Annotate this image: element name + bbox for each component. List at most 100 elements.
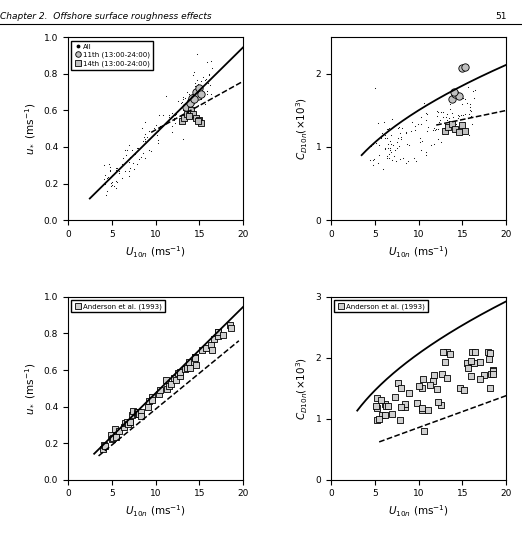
Point	[133, 160, 141, 168]
Point	[126, 164, 134, 173]
Point	[446, 118, 454, 126]
Point	[165, 110, 173, 119]
Point	[134, 143, 143, 152]
Point	[145, 134, 153, 143]
Point	[201, 99, 209, 108]
Point	[121, 146, 129, 155]
Point	[145, 127, 153, 135]
Point	[401, 399, 409, 408]
Point	[465, 110, 473, 119]
Point	[193, 91, 201, 99]
Point	[464, 83, 472, 92]
Point	[446, 105, 454, 114]
Point	[480, 371, 489, 379]
Point	[386, 137, 394, 146]
Point	[458, 121, 467, 130]
Point	[457, 100, 466, 109]
Point	[384, 139, 392, 148]
Point	[431, 125, 439, 134]
Point	[192, 88, 200, 96]
Point	[186, 97, 195, 106]
Point	[205, 70, 213, 79]
Point	[112, 164, 120, 173]
Point	[126, 418, 134, 426]
Point	[191, 68, 199, 76]
Point	[194, 92, 202, 100]
Point	[179, 134, 187, 143]
Point	[432, 124, 440, 133]
Point	[418, 404, 426, 413]
Point	[181, 114, 189, 122]
Point	[185, 101, 194, 109]
Point	[381, 134, 389, 142]
Point	[470, 94, 478, 102]
Point	[446, 100, 454, 108]
Point	[378, 410, 386, 419]
Point	[101, 171, 110, 179]
Point	[122, 158, 130, 166]
Point	[107, 431, 115, 439]
Point	[394, 378, 402, 387]
Point	[128, 410, 136, 419]
Point	[447, 122, 455, 131]
Point	[384, 144, 393, 152]
Point	[430, 370, 438, 379]
Point	[106, 172, 115, 181]
Point	[180, 117, 188, 126]
Point	[185, 103, 193, 112]
Point	[226, 321, 234, 329]
Point	[396, 416, 404, 424]
Point	[422, 116, 430, 124]
Point	[469, 359, 478, 367]
Point	[489, 366, 497, 374]
Point	[147, 147, 155, 155]
Point	[420, 427, 429, 435]
Point	[414, 119, 422, 128]
Point	[373, 416, 382, 425]
Point	[174, 369, 182, 378]
Point	[434, 125, 442, 133]
Point	[218, 331, 227, 340]
Point	[187, 90, 196, 98]
Point	[113, 164, 122, 172]
Point	[103, 174, 111, 182]
Point	[426, 380, 434, 389]
Point	[381, 411, 389, 419]
Point	[123, 418, 131, 426]
Point	[452, 124, 460, 133]
Point	[484, 348, 492, 356]
Point	[375, 151, 383, 159]
Point	[191, 103, 199, 111]
Point	[383, 134, 392, 142]
Point	[430, 140, 438, 148]
Point	[103, 187, 111, 195]
Point	[397, 403, 406, 411]
Point	[407, 127, 416, 135]
Point	[137, 153, 145, 161]
Point	[429, 126, 437, 135]
Point	[487, 369, 495, 378]
Point	[99, 445, 108, 453]
Y-axis label: $u_*$ (ms$^{-1}$): $u_*$ (ms$^{-1}$)	[23, 362, 38, 415]
Point	[107, 179, 115, 187]
Point	[384, 124, 393, 132]
Point	[125, 152, 134, 161]
Point	[410, 126, 419, 135]
Point	[455, 128, 463, 136]
Point	[466, 113, 474, 122]
Point	[202, 343, 210, 352]
Point	[185, 111, 193, 120]
Text: Chapter 2.  Offshore surface roughness effects: Chapter 2. Offshore surface roughness ef…	[0, 12, 211, 21]
Point	[183, 110, 191, 118]
Point	[115, 427, 123, 435]
Point	[175, 372, 184, 381]
Point	[442, 112, 450, 121]
Point	[421, 150, 430, 159]
Point	[197, 77, 206, 85]
Point	[130, 165, 138, 173]
Point	[397, 132, 406, 141]
Point	[193, 50, 201, 58]
Point	[106, 166, 115, 175]
Point	[489, 367, 497, 375]
Point	[424, 406, 432, 414]
